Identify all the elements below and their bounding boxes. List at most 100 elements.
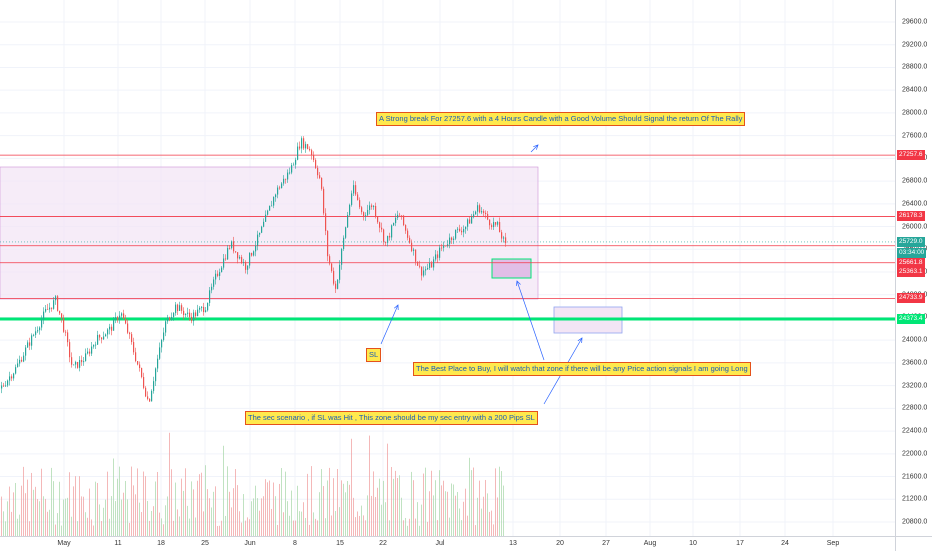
- candle-body: [375, 205, 377, 217]
- candle-body: [429, 262, 431, 268]
- volume-bar: [227, 466, 228, 536]
- volume-bar: [343, 483, 344, 536]
- candle-body: [393, 223, 395, 226]
- volume-bar: [41, 468, 42, 536]
- volume-bar: [303, 502, 304, 536]
- candle-body: [187, 312, 189, 314]
- volume-bar: [265, 479, 266, 536]
- candle-body: [345, 227, 347, 238]
- volume-bar: [53, 481, 54, 536]
- candle-body: [463, 229, 465, 233]
- time-axis[interactable]: May 11 18 25 Jun 8 15 22 Jul 13 20 27 Aug 10 17 24 Sep: [0, 536, 895, 551]
- volume-bar: [281, 468, 282, 536]
- volume-bar: [143, 471, 144, 536]
- volume-bar: [409, 518, 410, 536]
- volume-bar: [283, 512, 284, 536]
- price-axis[interactable]: 29600.0 29200.0 28800.0 28400.0 28000.0 27600…: [895, 0, 932, 536]
- volume-bar: [411, 471, 412, 536]
- candle-body: [171, 316, 173, 321]
- volume-bar: [231, 507, 232, 536]
- volume-bar: [491, 510, 492, 536]
- volume-bar: [309, 524, 310, 536]
- candle-body: [259, 232, 261, 235]
- volume-bar: [99, 504, 100, 536]
- volume-bar: [135, 494, 136, 536]
- price-tick-label: 22000.0: [902, 450, 928, 458]
- volume-bar: [327, 480, 328, 536]
- volume-bar: [237, 485, 238, 536]
- volume-bar: [177, 509, 178, 536]
- chart-area[interactable]: A Strong break For 27257.6 with a 4 Hour…: [0, 0, 895, 536]
- candle-body: [347, 214, 349, 228]
- volume-bar: [267, 482, 268, 536]
- volume-bar: [403, 520, 404, 536]
- time-tick-label: May: [57, 540, 71, 547]
- volume-bar: [287, 501, 288, 536]
- volume-bar: [153, 506, 154, 536]
- candle-body: [113, 319, 115, 331]
- price-tick-label: 20800.0: [902, 518, 928, 526]
- volume-bar: [329, 467, 330, 536]
- candle-body: [445, 245, 447, 247]
- volume-bar: [9, 486, 10, 536]
- candle-body: [205, 310, 207, 313]
- candle-body: [257, 234, 259, 246]
- candle-body: [255, 245, 257, 252]
- volume-bar: [165, 505, 166, 536]
- volume-bar: [39, 501, 40, 536]
- price-tick-label: 27600.0: [902, 132, 928, 140]
- candle-body: [465, 226, 467, 230]
- volume-bar: [485, 479, 486, 536]
- volume-bar: [305, 517, 306, 536]
- volume-bar: [87, 517, 88, 536]
- time-tick-label: 11: [114, 540, 122, 547]
- candle-body: [277, 187, 279, 195]
- time-tick-label: 13: [509, 540, 517, 547]
- candle-body: [111, 326, 113, 331]
- candle-body: [201, 306, 203, 308]
- volume-bar: [483, 496, 484, 536]
- volume-bar: [299, 511, 300, 536]
- volume-bar: [181, 478, 182, 536]
- volume-bar: [73, 486, 74, 536]
- volume-bar: [149, 520, 150, 536]
- volume-bar: [193, 489, 194, 536]
- volume-bar: [323, 486, 324, 536]
- price-tag: 24373.4: [897, 314, 925, 324]
- annotation-strong-break[interactable]: A Strong break For 27257.6 with a 4 Hour…: [376, 112, 746, 126]
- annotation-sl[interactable]: SL: [366, 348, 382, 362]
- volume-bar: [183, 490, 184, 536]
- candle-body: [183, 310, 185, 315]
- annotation-best-place[interactable]: The Best Place to Buy, I will watch that…: [413, 362, 751, 376]
- candle-body: [95, 344, 97, 346]
- volume-bar: [141, 512, 142, 536]
- candle-body: [21, 359, 23, 362]
- price-tick-label: 21600.0: [902, 473, 928, 481]
- candle-body: [251, 252, 253, 256]
- candle-body: [421, 266, 423, 276]
- candlestick-chart[interactable]: [0, 0, 895, 536]
- price-tick-label: 26000.0: [902, 223, 928, 231]
- volume-bar: [423, 473, 424, 536]
- volume-bar: [225, 515, 226, 536]
- candle-body: [367, 209, 369, 216]
- volume-bar: [131, 466, 132, 536]
- candle-body: [341, 248, 343, 265]
- volume-bar: [389, 520, 390, 536]
- volume-bar: [17, 518, 18, 536]
- candle-body: [53, 300, 55, 309]
- candle-body: [391, 225, 393, 238]
- candle-body: [311, 150, 313, 156]
- candle-body: [237, 252, 239, 259]
- volume-bar: [457, 492, 458, 536]
- candle-body: [479, 205, 481, 213]
- candle-body: [473, 214, 475, 218]
- candle-body: [281, 183, 283, 189]
- candle-body: [207, 302, 209, 311]
- volume-bar: [395, 470, 396, 536]
- candle-body: [23, 355, 25, 362]
- candle-body: [447, 244, 449, 246]
- volume-bar: [37, 498, 38, 536]
- annotation-sec-scenario[interactable]: The sec scenario , if SL was Hit , This …: [245, 411, 538, 425]
- volume-bar: [233, 488, 234, 536]
